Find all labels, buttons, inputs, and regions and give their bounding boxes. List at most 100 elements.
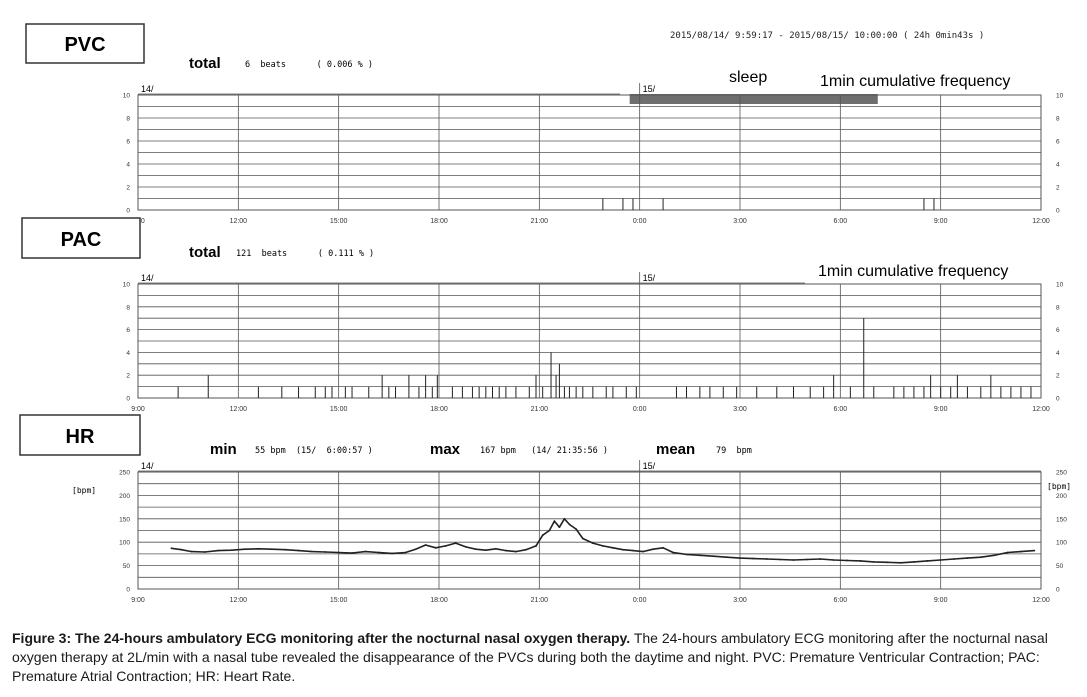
hr-point	[779, 558, 782, 561]
hr-point	[444, 545, 447, 547]
pvc-x-tick-label: 6:00	[834, 218, 848, 225]
hr-y-tick-label: 150	[119, 516, 130, 523]
pvc-y-tick-label: 0	[126, 208, 130, 215]
hr-y-tick-label-right: 250	[1056, 470, 1067, 477]
pvc-day-label: 15/	[643, 84, 656, 94]
hr-point	[698, 554, 701, 557]
hr-point	[672, 551, 675, 554]
hr-y-tick-label: 50	[123, 563, 131, 570]
hr-point	[230, 549, 233, 552]
pvc-x-tick-label: 12:00	[1032, 218, 1050, 225]
hr-min-title: min	[210, 441, 237, 458]
pvc-x-tick-label: 0:00	[633, 218, 647, 225]
pac-y-tick-label-right: 0	[1056, 396, 1060, 403]
time-range: 2015/08/14/ 9:59:17 - 2015/08/15/ 10:00:…	[670, 31, 984, 41]
hr-y-tick-label: 0	[126, 587, 130, 594]
hr-point	[859, 560, 862, 562]
hr-point	[391, 552, 394, 555]
hr-point	[311, 550, 313, 553]
hr-y-tick-label-right: 50	[1056, 563, 1064, 570]
hr-point	[685, 553, 688, 556]
hr-y-tick-label: 100	[119, 540, 130, 547]
pvc-y-tick-label-right: 4	[1056, 162, 1060, 169]
pac-y-tick-label-right: 6	[1056, 327, 1060, 334]
hr-x-tick-label: 0:00	[633, 597, 647, 604]
hr-point	[553, 520, 556, 523]
hr-point	[324, 551, 327, 553]
pac-y-tick-label: 0	[126, 396, 130, 403]
hr-chart-area: 9:00 12:00 15:00 18:00 21:00 0:00 3:00 6:00 9:00…	[119, 460, 1067, 604]
pac-x-tick-label: 6:00	[834, 406, 848, 413]
pvc-day-label: 14/	[141, 84, 154, 94]
pac-x-tick-label: 18:00	[430, 406, 448, 413]
pac-total-title: total	[189, 244, 221, 261]
hr-point	[474, 548, 477, 551]
hr-x-tick-label: 6:00	[834, 597, 848, 604]
hr-min-text: 55 bpm (15/ 6:00:57 )	[255, 446, 373, 456]
hr-x-tick-label: 3:00	[733, 597, 747, 604]
pac-y-tick-label-right: 10	[1056, 282, 1064, 289]
hr-y-tick-label-right: 150	[1056, 516, 1067, 523]
hr-point	[805, 558, 808, 561]
hr-point	[1033, 549, 1036, 552]
hr-point	[899, 561, 902, 564]
hr-x-tick-label: 12:00	[230, 597, 248, 604]
hr-point	[913, 560, 915, 563]
hr-point	[652, 548, 654, 551]
hr-y-tick-label: 250	[119, 470, 130, 477]
pvc-sleep-label: sleep	[729, 69, 767, 86]
pac-panel: PAC total 121 beats ( 0.111 % ) 1min cum…	[21, 217, 1064, 413]
hr-point	[1020, 550, 1022, 553]
pac-x-tick-label: 9:00	[131, 406, 145, 413]
pac-day-label: 15/	[643, 273, 656, 283]
hr-point	[725, 556, 728, 559]
hr-ylabel-right: [bpm]	[1047, 482, 1071, 491]
hr-point	[832, 559, 835, 561]
hr-point	[270, 548, 273, 551]
hr-point	[525, 548, 527, 551]
hr-point	[926, 560, 929, 562]
caption-body: The 24-hours ambulatory ECG monitoring a…	[12, 630, 1048, 684]
hr-label-box	[19, 414, 141, 456]
hr-x-tick-label: 12:00	[1032, 597, 1050, 604]
hr-point	[993, 554, 996, 557]
hr-x-tick-label: 9:00	[934, 597, 948, 604]
hr-point	[515, 550, 517, 553]
hr-x-tick-label: 21:00	[531, 597, 549, 604]
hr-point	[979, 556, 982, 559]
hr-point	[939, 559, 942, 561]
pac-x-tick-label: 9:00	[934, 406, 948, 413]
hr-point	[244, 548, 246, 551]
pac-y-tick-label-right: 4	[1056, 350, 1060, 357]
pvc-y-tick-label-right: 10	[1056, 93, 1064, 100]
hr-y-tick-label: 200	[119, 493, 130, 500]
hr-mean-text: 79 bpm	[716, 446, 752, 456]
hr-point	[180, 548, 183, 551]
hr-point	[484, 549, 487, 552]
pac-total-text: 121 beats ( 0.111 % )	[236, 249, 374, 259]
hr-day-label: 15/	[643, 461, 656, 471]
pvc-freq-label: 1min cumulative frequency	[820, 73, 1010, 90]
pvc-y-tick-label: 4	[126, 162, 130, 169]
hr-x-tick-label: 9:00	[131, 597, 145, 604]
pac-y-tick-label: 8	[126, 304, 130, 311]
hr-point	[257, 547, 260, 550]
hr-point	[601, 545, 604, 547]
pvc-y-tick-label: 2	[126, 185, 130, 192]
hr-point	[364, 550, 367, 553]
pvc-y-tick-label: 6	[126, 139, 130, 146]
pvc-panel: PVC total 6 beats ( 0.006 % ) 1min cumul…	[25, 23, 1064, 225]
pvc-total-text: 6 beats ( 0.006 % )	[245, 60, 373, 70]
hr-point	[284, 548, 287, 551]
hr-point	[642, 550, 644, 553]
hr-point	[377, 551, 380, 554]
hr-plot-frame	[137, 471, 1042, 590]
hr-point	[351, 552, 353, 554]
hr-point	[558, 526, 561, 529]
pac-y-tick-label: 10	[123, 282, 131, 289]
hr-point	[424, 544, 427, 546]
hr-mean-title: mean	[656, 441, 695, 458]
pvc-total-title: total	[189, 55, 221, 72]
hr-point	[563, 517, 566, 520]
